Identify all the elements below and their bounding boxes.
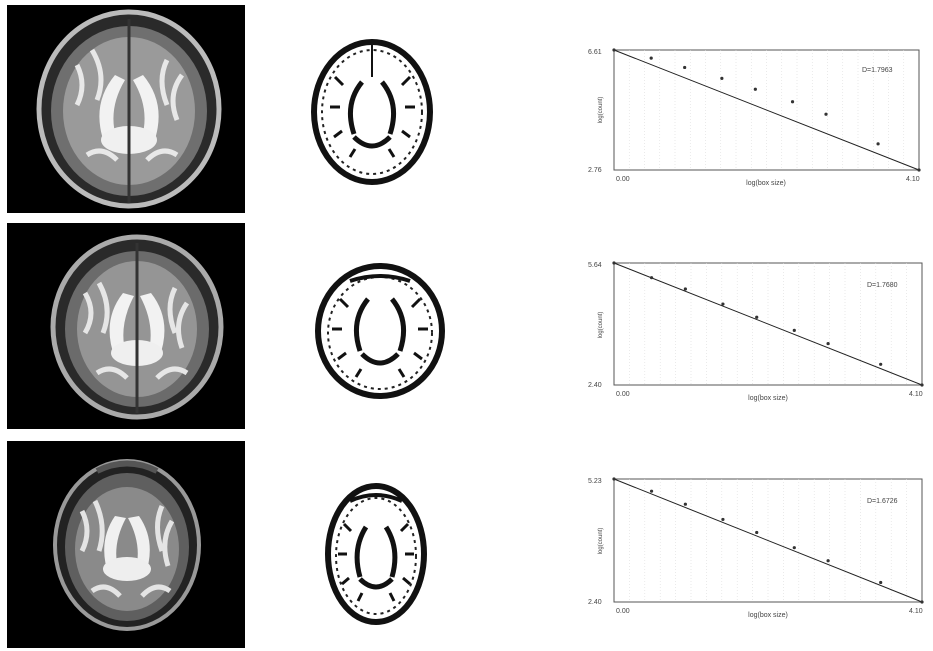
grid-lines: [629, 263, 907, 385]
dimension-annotation: D=1.7680: [867, 282, 898, 289]
data-point: [721, 517, 725, 522]
data-point: [920, 600, 924, 604]
fractal-plot-2: 5.64 2.40 0.00 4.10 log(box size) log(co…: [584, 255, 929, 403]
x-tick-left: 0.00: [616, 391, 630, 398]
mri-scan-image-1: [7, 5, 245, 213]
data-point: [649, 56, 653, 60]
x-tick-left: 0.00: [616, 176, 630, 183]
y-tick-top: 5.23: [588, 478, 602, 485]
fit-line: [613, 49, 920, 171]
segmented-brain-image-2: [290, 259, 465, 404]
data-point: [649, 276, 654, 280]
grid-lines: [629, 479, 907, 602]
fit-line: [613, 478, 923, 603]
mri-scan-image-2: [7, 223, 245, 429]
fractal-plot-1: 6.61 2.76 0.00 4.10 log(box size) log(co…: [584, 45, 929, 190]
data-point: [879, 362, 883, 366]
segmented-brain-image-1: [290, 37, 465, 187]
data-points: [612, 477, 924, 604]
y-tick-bottom: 2.40: [588, 382, 602, 389]
data-point: [755, 315, 759, 319]
dimension-annotation: D=1.7963: [862, 67, 893, 74]
data-point: [612, 477, 616, 481]
data-point: [826, 341, 830, 346]
data-point: [876, 142, 880, 146]
data-point: [790, 100, 795, 104]
data-point: [755, 530, 759, 535]
y-tick-bottom: 2.40: [588, 599, 602, 606]
segmented-brain-image-3: [290, 479, 465, 629]
data-point: [683, 287, 687, 291]
fractal-plot-3: 5.23 2.40 0.00 4.10 log(box size) log(co…: [584, 471, 929, 621]
data-point: [824, 112, 828, 116]
data-point: [720, 76, 724, 80]
x-axis-label: log(box size): [746, 180, 786, 187]
y-axis-label: log(count): [598, 528, 604, 555]
x-axis-label: log(box size): [748, 395, 788, 402]
data-point: [612, 48, 616, 52]
data-point: [792, 546, 796, 550]
y-axis-label: log(count): [598, 97, 604, 124]
data-point: [792, 328, 796, 333]
data-point: [649, 489, 654, 493]
fit-line: [613, 262, 923, 386]
data-point: [879, 580, 883, 585]
data-points: [612, 261, 924, 387]
data-point: [917, 168, 921, 172]
x-tick-right: 4.10: [909, 608, 923, 615]
x-tick-left: 0.00: [616, 608, 630, 615]
dimension-annotation: D=1.6726: [867, 498, 898, 505]
x-tick-right: 4.10: [909, 391, 923, 398]
x-tick-right: 4.10: [906, 176, 920, 183]
y-axis-label: log(count): [598, 312, 604, 339]
data-point: [920, 383, 924, 387]
data-point: [826, 559, 830, 563]
data-point: [753, 87, 757, 91]
data-point: [721, 302, 725, 306]
data-point: [683, 502, 687, 506]
x-axis-label: log(box size): [748, 612, 788, 619]
y-tick-top: 5.64: [588, 262, 602, 269]
y-tick-top: 6.61: [588, 49, 602, 56]
mri-scan-image-3: [7, 441, 245, 648]
data-point: [683, 65, 687, 70]
grid-lines: [628, 50, 905, 170]
data-points: [612, 48, 921, 172]
data-point: [612, 261, 616, 265]
y-tick-bottom: 2.76: [588, 167, 602, 174]
